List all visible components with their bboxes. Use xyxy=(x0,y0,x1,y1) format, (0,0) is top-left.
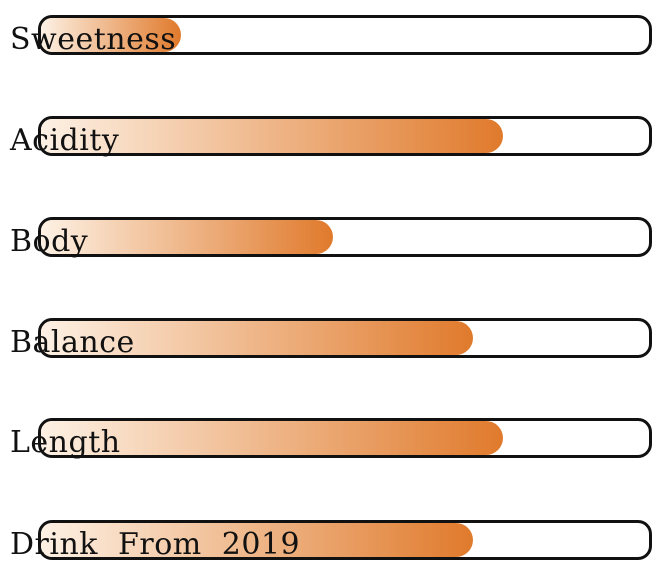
bar-drink-from: Drink From 2019 xyxy=(10,520,652,562)
bar-label: Balance xyxy=(10,325,135,360)
bar-track xyxy=(38,217,652,257)
bar-label: Acidity xyxy=(10,123,120,158)
bar-sweetness: Sweetness xyxy=(10,15,652,57)
bar-track xyxy=(38,318,652,358)
bar-label: Sweetness xyxy=(10,22,177,57)
bar-fill xyxy=(41,119,504,153)
bar-balance: Balance xyxy=(10,318,652,360)
bar-length: Length xyxy=(10,418,652,460)
bar-label: Body xyxy=(10,224,89,259)
bar-fill xyxy=(41,321,473,355)
bar-track xyxy=(38,418,652,458)
bar-acidity: Acidity xyxy=(10,116,652,158)
bar-fill xyxy=(41,421,504,455)
bar-body: Body xyxy=(10,217,652,259)
bar-fill xyxy=(41,18,181,52)
bar-label: Length xyxy=(10,425,121,460)
bar-track xyxy=(38,116,652,156)
bar-label: Drink From 2019 xyxy=(10,527,301,562)
bar-fill xyxy=(41,220,333,254)
bar-track xyxy=(38,520,652,560)
bar-track xyxy=(38,15,652,55)
bar-fill xyxy=(41,523,473,557)
